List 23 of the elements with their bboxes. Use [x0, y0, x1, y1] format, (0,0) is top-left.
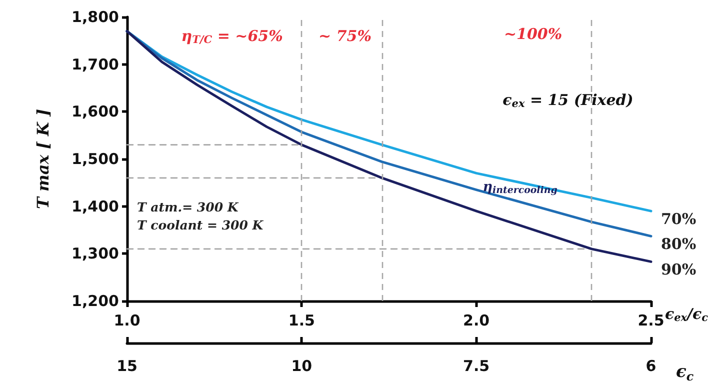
text: 15: [116, 357, 138, 375]
annotation: ~100%: [504, 25, 562, 43]
series-label: 80%: [661, 235, 696, 254]
annotation: T coolant = 300 K: [137, 218, 264, 232]
y-tick-label: 1,500: [72, 150, 119, 168]
y-axis-title: T max [ K ]: [34, 108, 52, 210]
x-tick-label: 2.5: [638, 312, 664, 330]
series-label: 70%: [661, 210, 696, 228]
y-tick-label: 1,200: [72, 292, 119, 310]
text: 10: [291, 357, 312, 375]
series-label: 90%: [661, 260, 696, 279]
x-tick-label: 2.0: [463, 312, 490, 330]
text: 6: [646, 357, 656, 375]
x-tick-label: 1.5: [288, 312, 315, 330]
y-tick-label: 1,400: [72, 197, 119, 216]
y-tick-label: 1,600: [72, 102, 119, 121]
text: 7.5: [463, 357, 490, 375]
y-tick-label: 1,800: [72, 8, 119, 26]
annotation: ~ 75%: [318, 27, 372, 45]
y-tick-label: 1,700: [72, 55, 119, 74]
y-tick-label: 1,300: [72, 244, 119, 263]
x-tick-label: 1.0: [114, 312, 140, 330]
annotation: T atm.= 300 K: [137, 200, 240, 214]
